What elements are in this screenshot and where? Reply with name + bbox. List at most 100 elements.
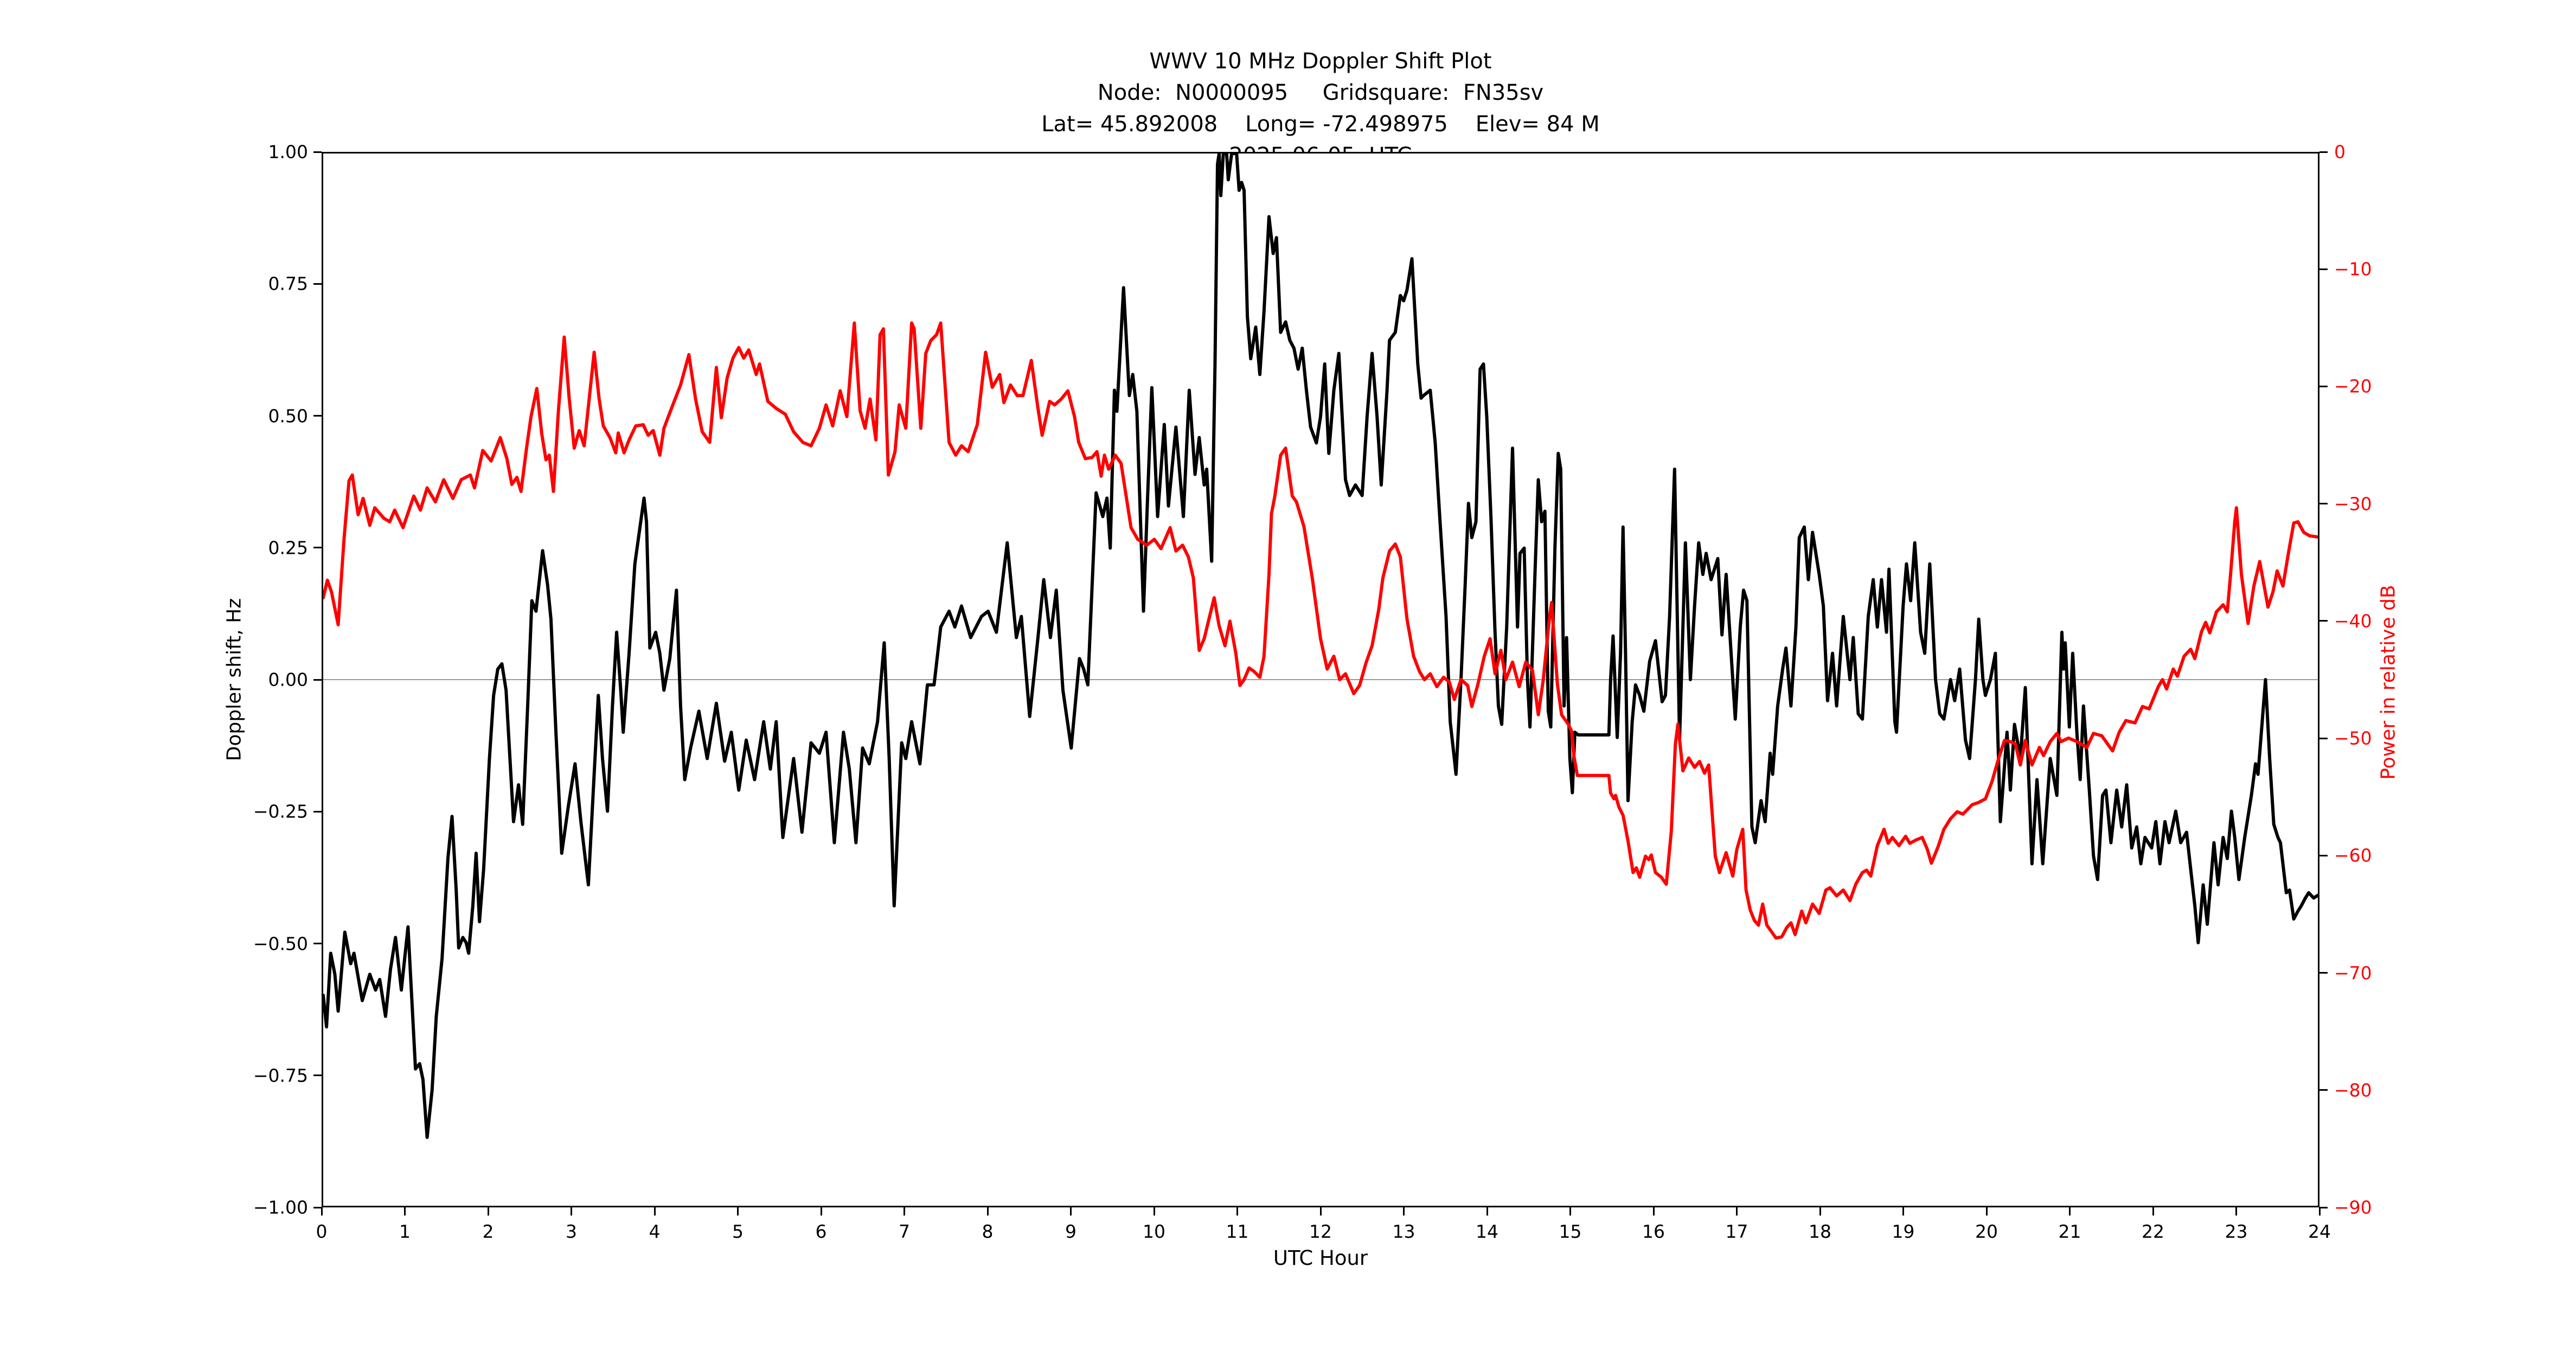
y-left-tick-mark — [313, 810, 322, 813]
x-tick-label: 7 — [899, 1221, 910, 1242]
y-right-tick-label: −70 — [2334, 962, 2372, 984]
x-tick-label: 21 — [2058, 1221, 2081, 1242]
y-right-tick-mark — [2319, 151, 2328, 153]
x-tick-label: 11 — [1226, 1221, 1249, 1242]
x-tick-label: 1 — [399, 1221, 411, 1242]
x-tick-mark — [1319, 1207, 1322, 1216]
y-left-tick-mark — [313, 1074, 322, 1077]
y-left-tick-label: 0.75 — [268, 273, 308, 295]
x-tick-mark — [487, 1207, 489, 1216]
y-left-tick-label: −0.50 — [253, 933, 308, 954]
y-left-tick-mark — [313, 151, 322, 153]
y-right-tick-mark — [2319, 737, 2328, 739]
y-left-tick-label: 0.00 — [268, 669, 308, 690]
x-tick-mark — [2235, 1207, 2237, 1216]
x-tick-label: 2 — [482, 1221, 494, 1242]
y-left-tick-label: 0.25 — [268, 537, 308, 559]
chart-title: WWV 10 MHz Doppler Shift Plot — [1149, 49, 1492, 74]
x-tick-label: 23 — [2225, 1221, 2248, 1242]
y-left-tick-mark — [313, 1206, 322, 1208]
x-tick-mark — [737, 1207, 739, 1216]
x-tick-label: 8 — [982, 1221, 994, 1242]
x-tick-mark — [2318, 1207, 2321, 1216]
y-right-tick-mark — [2319, 620, 2328, 622]
x-tick-mark — [986, 1207, 989, 1216]
y-right-tick-label: −10 — [2334, 258, 2372, 280]
x-tick-mark — [404, 1207, 406, 1216]
x-tick-label: 22 — [2142, 1221, 2164, 1242]
x-tick-mark — [1569, 1207, 1571, 1216]
y-right-tick-label: −40 — [2334, 610, 2372, 632]
curves-svg — [323, 153, 2318, 1139]
x-tick-label: 0 — [316, 1221, 328, 1242]
y-right-tick-mark — [2319, 972, 2328, 974]
x-tick-label: 12 — [1309, 1221, 1332, 1242]
y-right-tick-label: −80 — [2334, 1079, 2372, 1101]
y-left-tick-label: −0.25 — [253, 801, 308, 822]
chart-title-block: WWV 10 MHz Doppler Shift Plot Node: N000… — [322, 46, 2319, 171]
x-tick-mark — [2152, 1207, 2154, 1216]
y-right-tick-label: −30 — [2334, 493, 2372, 515]
y-left-tick-label: 1.00 — [268, 141, 308, 163]
y-left-tick-mark — [313, 679, 322, 681]
left-axis-title: Doppler shift, Hz — [223, 598, 246, 762]
y-right-tick-mark — [2319, 854, 2328, 856]
x-tick-mark — [1236, 1207, 1238, 1216]
x-tick-mark — [1403, 1207, 1405, 1216]
y-right-tick-mark — [2319, 503, 2328, 505]
right-axis-title: Power in relative dB — [2377, 585, 2400, 780]
x-tick-label: 5 — [732, 1221, 744, 1242]
chart-subtitle-node-gridsquare: Node: N0000095 Gridsquare: FN35sv — [1097, 80, 1544, 105]
x-tick-mark — [571, 1207, 572, 1216]
x-tick-label: 4 — [649, 1221, 661, 1242]
y-right-tick-mark — [2319, 385, 2328, 387]
x-tick-label: 17 — [1725, 1221, 1748, 1242]
x-tick-mark — [1902, 1207, 1904, 1216]
x-tick-label: 6 — [815, 1221, 827, 1242]
x-tick-label: 19 — [1892, 1221, 1915, 1242]
y-right-tick-label: −90 — [2334, 1197, 2372, 1218]
x-tick-label: 18 — [1809, 1221, 1831, 1242]
x-tick-label: 9 — [1065, 1221, 1076, 1242]
x-tick-mark — [1736, 1207, 1738, 1216]
y-left-tick-mark — [313, 415, 322, 417]
y-right-tick-mark — [2319, 1089, 2328, 1091]
x-tick-mark — [321, 1207, 323, 1216]
y-right-tick-label: −60 — [2334, 845, 2372, 866]
x-tick-mark — [903, 1207, 905, 1216]
chart-subtitle-lat-long-elev: Lat= 45.892008 Long= -72.498975 Elev= 84… — [1041, 112, 1600, 137]
y-left-tick-label: −1.00 — [253, 1197, 308, 1218]
y-right-tick-mark — [2319, 1206, 2328, 1208]
y-left-tick-label: −0.75 — [253, 1065, 308, 1086]
y-left-tick-mark — [313, 943, 322, 944]
y-left-tick-mark — [313, 547, 322, 549]
plot-area — [322, 152, 2319, 1207]
y-right-tick-mark — [2319, 268, 2328, 270]
x-tick-mark — [2069, 1207, 2071, 1216]
x-tick-label: 10 — [1143, 1221, 1165, 1242]
x-tick-label: 13 — [1392, 1221, 1415, 1242]
x-axis-title: UTC Hour — [1273, 1246, 1368, 1270]
y-left-tick-mark — [313, 283, 322, 285]
doppler-curve — [323, 153, 2318, 1139]
x-tick-label: 24 — [2308, 1221, 2331, 1242]
x-tick-mark — [653, 1207, 656, 1216]
y-right-tick-label: 0 — [2334, 141, 2346, 163]
y-right-tick-label: −20 — [2334, 375, 2372, 397]
y-left-tick-label: 0.50 — [268, 405, 308, 426]
x-tick-mark — [1070, 1207, 1072, 1216]
x-tick-mark — [820, 1207, 822, 1216]
x-tick-label: 3 — [566, 1221, 577, 1242]
x-tick-label: 14 — [1476, 1221, 1498, 1242]
x-tick-label: 15 — [1559, 1221, 1582, 1242]
x-tick-label: 20 — [1975, 1221, 1998, 1242]
x-tick-mark — [1985, 1207, 1988, 1216]
x-tick-label: 16 — [1642, 1221, 1665, 1242]
x-tick-mark — [1486, 1207, 1488, 1216]
y-right-tick-label: −50 — [2334, 727, 2372, 749]
x-tick-mark — [1153, 1207, 1155, 1216]
x-tick-mark — [1819, 1207, 1821, 1216]
power-curve — [323, 321, 2318, 940]
x-tick-mark — [1652, 1207, 1655, 1216]
